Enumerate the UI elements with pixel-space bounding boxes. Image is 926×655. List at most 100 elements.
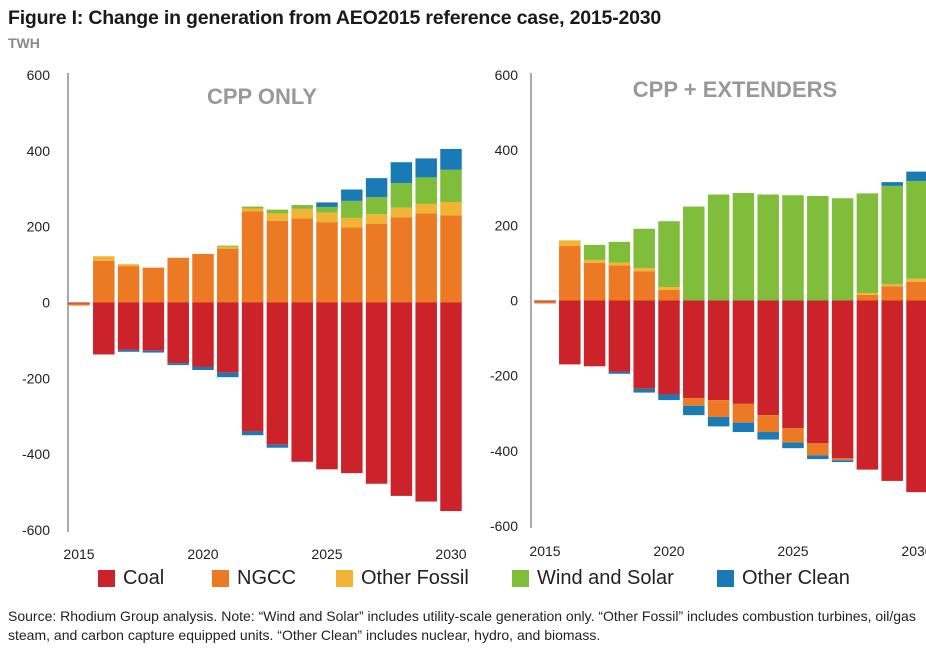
legend-item-other-fossil: Other Fossil xyxy=(336,567,469,590)
bar-wind-and-solar-2030 xyxy=(440,169,462,203)
bar-coal-2015 xyxy=(68,302,90,304)
y-tick-label: 600 xyxy=(495,67,519,83)
chart-cpp-extenders: -600 -400 -200 0 200 400 600 CPP + EXTENDERS 201… xyxy=(490,67,926,559)
bar-coal-2030 xyxy=(440,302,462,512)
bar-ngcc-2025 xyxy=(316,222,338,303)
y-tick-label: 200 xyxy=(27,219,51,235)
y-tick-label: -200 xyxy=(22,370,50,386)
bar-ngcc-2026 xyxy=(341,227,363,303)
bar-wind-and-solar-2028 xyxy=(390,183,413,208)
bar-coal-2025 xyxy=(316,302,338,470)
y-tick-label: -600 xyxy=(22,522,50,538)
bar-other-fossil-2019 xyxy=(633,268,655,272)
x-tick-label: 2020 xyxy=(653,543,684,559)
bar-ngcc-2021 xyxy=(683,398,705,406)
bar-other-fossil-2024 xyxy=(291,208,313,219)
y-tick-label: 0 xyxy=(42,295,50,311)
figure-title: Figure I: Change in generation from AEO2… xyxy=(8,7,662,29)
legend-label-ngcc: NGCC xyxy=(237,567,296,589)
bar-wind-and-solar-2028 xyxy=(856,193,879,293)
bar-other-fossil-2025 xyxy=(316,212,338,223)
bar-ngcc-2019 xyxy=(633,271,655,301)
bar-other-clean-2029 xyxy=(881,182,903,186)
bar-other-fossil-2023 xyxy=(266,213,289,221)
bar-coal-2026 xyxy=(807,300,829,444)
bar-ngcc-2020 xyxy=(658,289,680,301)
chart-panel-cpp-extenders: -600 -400 -200 0 200 400 600 CPP + EXTENDERS 201… xyxy=(470,60,926,560)
bar-wind-and-solar-2027 xyxy=(831,198,854,301)
bar-ngcc-2016 xyxy=(93,260,115,303)
bar-ngcc-2022 xyxy=(241,211,264,303)
legend-item-wind-and-solar: Wind and Solar xyxy=(512,567,674,590)
bar-coal-2022 xyxy=(241,302,264,432)
bar-other-clean-2027 xyxy=(365,178,388,198)
bar-wind-and-solar-2018 xyxy=(608,241,631,263)
bar-other-fossil-2028 xyxy=(390,207,413,218)
x-tick-label: 2030 xyxy=(901,543,926,559)
bar-other-clean-2023 xyxy=(732,422,755,433)
bar-other-clean-2029 xyxy=(415,158,437,178)
bar-ngcc-2024 xyxy=(291,218,313,303)
bar-ngcc-2026 xyxy=(807,443,829,456)
bar-ngcc-2015 xyxy=(534,301,556,304)
bar-coal-2024 xyxy=(757,300,779,416)
legend-item-other-clean: Other Clean xyxy=(717,567,850,590)
bar-coal-2019 xyxy=(633,300,655,389)
x-tick-label: 2015 xyxy=(63,546,94,560)
y-tick-label: 400 xyxy=(495,142,519,158)
bar-coal-2016 xyxy=(93,302,115,355)
bar-other-fossil-2027 xyxy=(365,214,388,224)
bar-ngcc-2027 xyxy=(831,458,854,461)
bar-other-fossil-2017 xyxy=(117,264,140,267)
bar-ngcc-2019 xyxy=(167,257,189,303)
y-tick-label: -400 xyxy=(22,446,50,462)
bar-coal-2018 xyxy=(142,302,165,351)
legend-label-other-clean: Other Clean xyxy=(742,567,850,589)
bar-coal-2024 xyxy=(291,302,313,462)
bar-other-clean-2027 xyxy=(831,460,854,463)
bar-coal-2026 xyxy=(341,302,363,474)
y-tick-label: -400 xyxy=(490,443,518,459)
bar-coal-2022 xyxy=(707,300,730,401)
bar-ngcc-2018 xyxy=(608,265,631,301)
bar-ngcc-2017 xyxy=(117,266,140,303)
bar-coal-2020 xyxy=(192,302,214,367)
bar-other-clean-2022 xyxy=(241,431,264,436)
bar-ngcc-2029 xyxy=(415,213,437,303)
legend: Coal NGCC Other Fossil Wind and Solar Ot… xyxy=(0,567,926,597)
bar-coal-2021 xyxy=(217,302,239,373)
source-note: Source: Rhodium Group analysis. Note: “W… xyxy=(8,608,916,643)
bar-ngcc-2016 xyxy=(559,246,581,301)
bar-ngcc-2021 xyxy=(217,248,239,303)
bar-wind-and-solar-2022 xyxy=(241,206,264,209)
bar-ngcc-2022 xyxy=(707,400,730,418)
bar-wind-and-solar-2019 xyxy=(633,228,655,269)
bar-other-clean-2021 xyxy=(683,405,705,416)
bar-other-fossil-2030 xyxy=(440,202,462,216)
bar-other-clean-2019 xyxy=(167,363,189,366)
y-tick-label: -200 xyxy=(490,368,518,384)
unit-label: TWH xyxy=(8,35,40,51)
legend-label-other-fossil: Other Fossil xyxy=(361,567,469,589)
x-tick-label: 2015 xyxy=(529,543,560,559)
bar-other-fossil-2028 xyxy=(856,292,879,295)
panel-title: CPP + EXTENDERS xyxy=(633,77,837,102)
bar-other-fossil-2018 xyxy=(608,262,631,266)
bar-coal-2028 xyxy=(390,302,413,496)
y-tick-label: 0 xyxy=(510,293,518,309)
bar-other-fossil-2016 xyxy=(93,256,115,261)
bar-other-fossil-2021 xyxy=(217,246,239,249)
chart-panel-cpp-only: -600 -400 -200 0 200 400 600 CPP ONLY 2015 2020 20… xyxy=(0,60,470,560)
bar-coal-2017 xyxy=(583,300,606,367)
bar-wind-and-solar-2023 xyxy=(266,209,289,214)
bar-coal-2017 xyxy=(117,302,140,350)
bar-wind-and-solar-2024 xyxy=(291,205,313,209)
bar-ngcc-2015 xyxy=(68,303,90,306)
bar-ngcc-2023 xyxy=(732,403,755,423)
bar-coal-2015 xyxy=(534,300,556,302)
bar-other-clean-2025 xyxy=(782,442,804,449)
bar-ngcc-2024 xyxy=(757,415,779,433)
bar-wind-and-solar-2030 xyxy=(906,180,926,279)
bar-coal-2021 xyxy=(683,300,705,399)
coal-swatch-icon xyxy=(98,570,115,587)
